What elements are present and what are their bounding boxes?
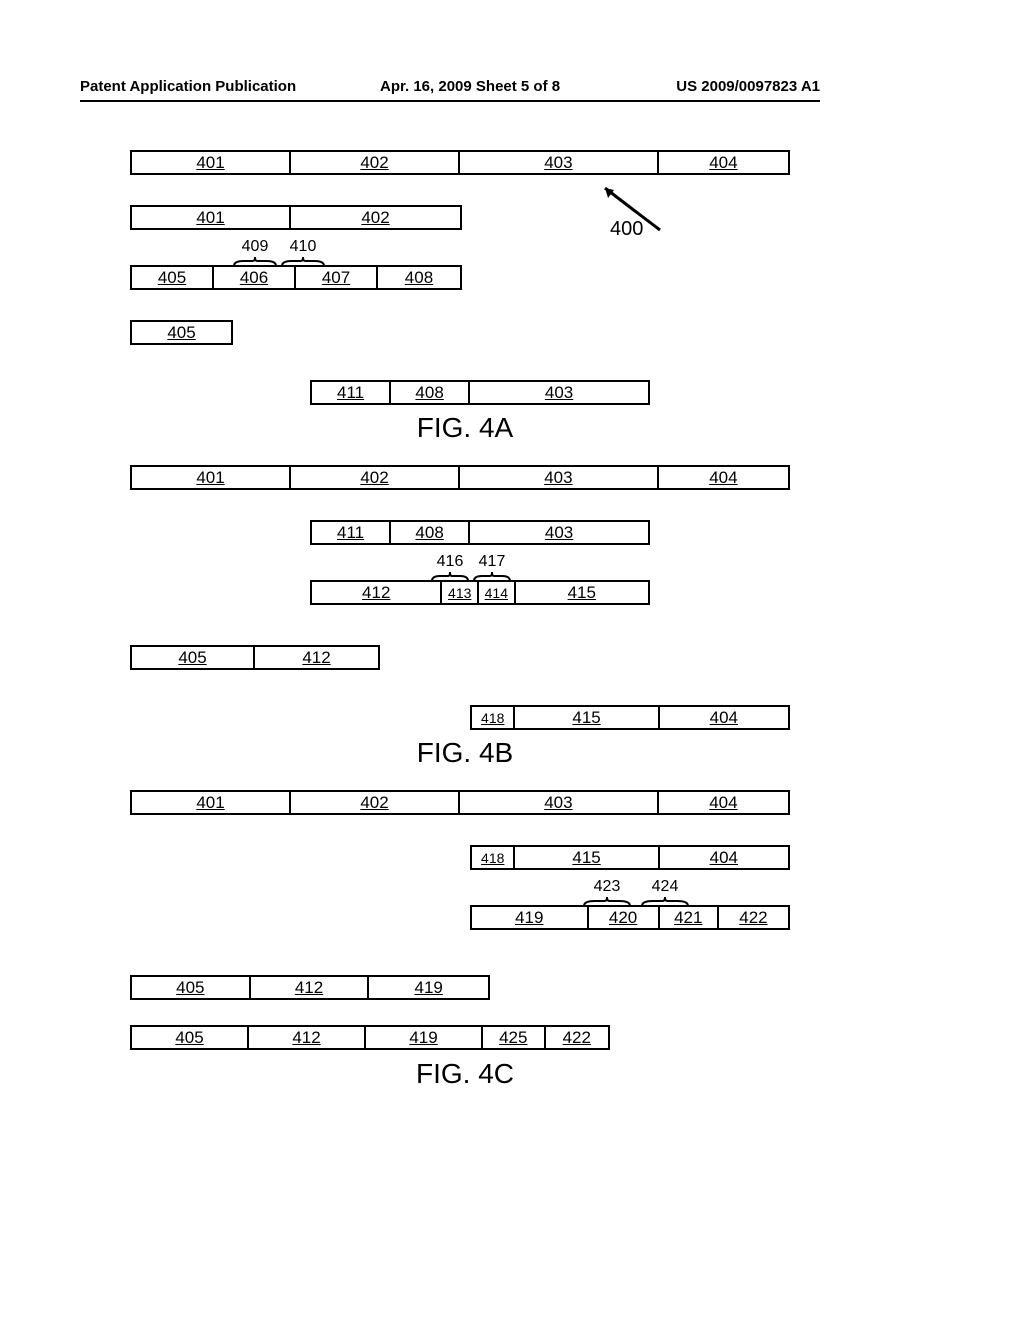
segment-cell: 405 xyxy=(132,1027,249,1048)
brace-text: 409 xyxy=(232,238,278,256)
segment-strip: 401402403404 xyxy=(130,465,790,490)
segment-cell: 408 xyxy=(378,267,460,288)
brace-label: 424 xyxy=(640,878,690,908)
segment-cell: 404 xyxy=(659,152,788,173)
segment-cell: 408 xyxy=(391,522,470,543)
header-left: Patent Application Publication xyxy=(80,78,296,95)
segment-strip: 405 xyxy=(130,320,233,345)
segment-cell: 415 xyxy=(516,582,648,603)
segment-cell: 404 xyxy=(659,792,788,813)
brace-label: 423 xyxy=(582,878,632,908)
segment-cell: 404 xyxy=(659,467,788,488)
segment-cell: 402 xyxy=(291,792,460,813)
brace-icon xyxy=(582,896,632,908)
segment-strip: 418415404 xyxy=(470,845,790,870)
brace-text: 416 xyxy=(430,553,470,571)
brace-label: 410 xyxy=(280,238,326,268)
segment-cell: 422 xyxy=(719,907,788,928)
segment-cell: 405 xyxy=(132,322,231,343)
segment-cell: 406 xyxy=(214,267,296,288)
segment-cell: 420 xyxy=(589,907,660,928)
brace-text: 424 xyxy=(640,878,690,896)
figure-label-4a: FIG. 4A xyxy=(417,412,513,444)
figure-4b: FIG. 4B 40140240340441140840341241341441… xyxy=(130,465,800,775)
segment-cell: 419 xyxy=(369,977,488,998)
segment-cell: 418 xyxy=(472,847,515,868)
figure-label-4c: FIG. 4C xyxy=(416,1058,514,1090)
segment-strip: 418415404 xyxy=(470,705,790,730)
segment-cell: 401 xyxy=(132,467,291,488)
segment-strip: 405406407408 xyxy=(130,265,462,290)
segment-cell: 405 xyxy=(132,977,251,998)
segment-cell: 407 xyxy=(296,267,378,288)
segment-cell: 405 xyxy=(132,267,214,288)
segment-cell: 403 xyxy=(470,382,648,403)
brace-text: 410 xyxy=(280,238,326,256)
segment-cell: 408 xyxy=(391,382,470,403)
brace-icon xyxy=(472,571,512,583)
segment-strip: 411408403 xyxy=(310,380,650,405)
segment-cell: 421 xyxy=(660,907,719,928)
segment-cell: 403 xyxy=(470,522,648,543)
segment-cell: 402 xyxy=(291,207,460,228)
segment-strip: 411408403 xyxy=(310,520,650,545)
segment-strip: 401402 xyxy=(130,205,462,230)
segment-strip: 405412 xyxy=(130,645,380,670)
header-right: US 2009/0097823 A1 xyxy=(676,78,820,95)
figure-4c: FIG. 4C 40140240340441841540441942042142… xyxy=(130,790,800,1110)
segment-cell: 403 xyxy=(460,792,659,813)
segment-cell: 412 xyxy=(251,977,370,998)
segment-strip: 401402403404 xyxy=(130,150,790,175)
brace-label: 416 xyxy=(430,553,470,583)
segment-cell: 419 xyxy=(366,1027,483,1048)
segment-cell: 403 xyxy=(460,152,659,173)
segment-cell: 419 xyxy=(472,907,589,928)
segment-cell: 411 xyxy=(312,522,391,543)
pointer-label: 400 xyxy=(610,218,643,241)
segment-cell: 405 xyxy=(132,647,255,668)
figure-4a: 400 FIG. 4A 4014024034044014024054064074… xyxy=(130,150,800,450)
brace-icon xyxy=(232,256,278,268)
brace-text: 417 xyxy=(472,553,512,571)
segment-cell: 418 xyxy=(472,707,515,728)
figure-label-4b: FIG. 4B xyxy=(417,737,513,769)
segment-strip: 401402403404 xyxy=(130,790,790,815)
segment-strip: 405412419425422 xyxy=(130,1025,610,1050)
brace-text: 423 xyxy=(582,878,632,896)
header-mid: Apr. 16, 2009 Sheet 5 of 8 xyxy=(380,78,560,95)
brace-icon xyxy=(280,256,326,268)
segment-cell: 422 xyxy=(546,1027,608,1048)
segment-cell: 404 xyxy=(660,707,788,728)
segment-cell: 403 xyxy=(460,467,659,488)
segment-cell: 401 xyxy=(132,207,291,228)
segment-strip: 419420421422 xyxy=(470,905,790,930)
brace-icon xyxy=(430,571,470,583)
segment-cell: 415 xyxy=(515,707,659,728)
segment-cell: 412 xyxy=(249,1027,366,1048)
segment-cell: 401 xyxy=(132,792,291,813)
segment-cell: 412 xyxy=(255,647,378,668)
brace-label: 417 xyxy=(472,553,512,583)
segment-cell: 401 xyxy=(132,152,291,173)
segment-cell: 411 xyxy=(312,382,391,403)
header-rule xyxy=(80,100,820,102)
segment-strip: 412413414415 xyxy=(310,580,650,605)
segment-cell: 413 xyxy=(442,582,479,603)
segment-cell: 425 xyxy=(483,1027,545,1048)
segment-cell: 415 xyxy=(515,847,659,868)
segment-cell: 404 xyxy=(660,847,788,868)
segment-cell: 414 xyxy=(479,582,516,603)
brace-icon xyxy=(640,896,690,908)
segment-cell: 402 xyxy=(291,152,460,173)
segment-strip: 405412419 xyxy=(130,975,490,1000)
brace-label: 409 xyxy=(232,238,278,268)
segment-cell: 402 xyxy=(291,467,460,488)
segment-cell: 412 xyxy=(312,582,442,603)
